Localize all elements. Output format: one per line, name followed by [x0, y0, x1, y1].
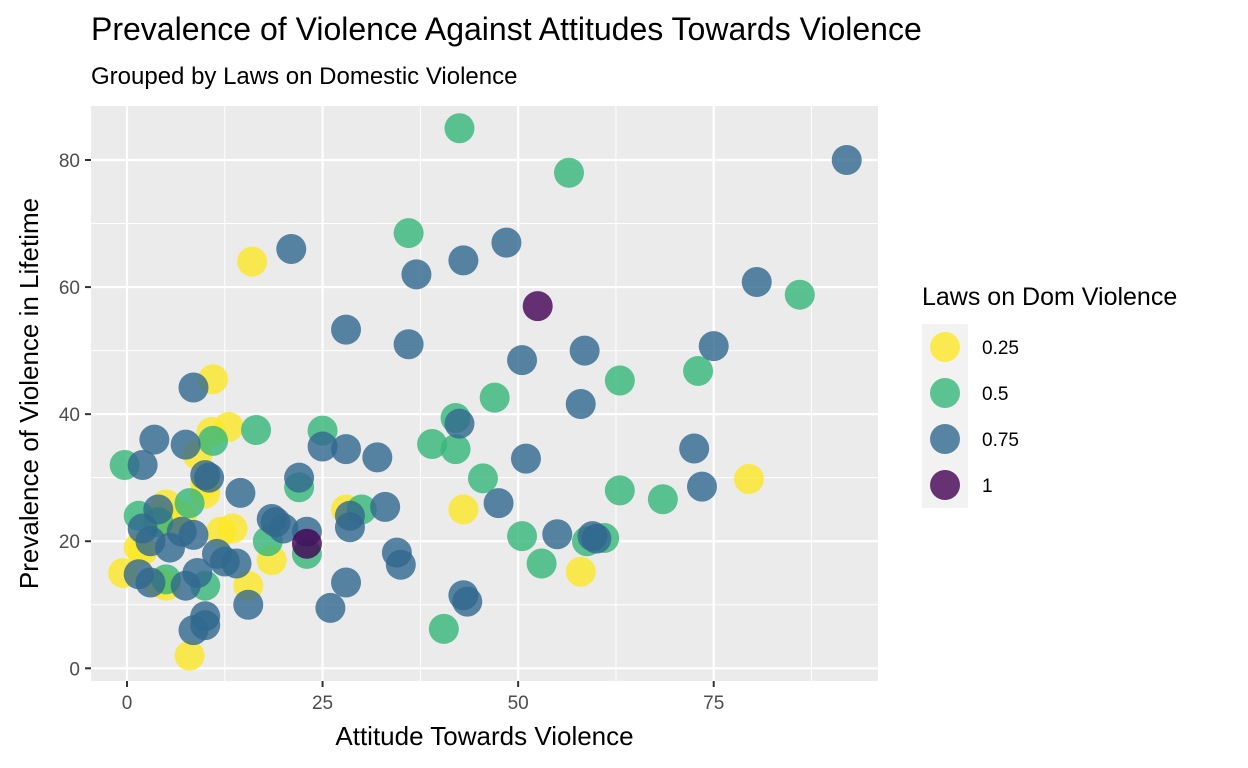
chart-subtitle: Grouped by Laws on Domestic Violence	[91, 63, 517, 90]
data-point	[170, 570, 201, 601]
y-tick-label: 60	[59, 278, 80, 299]
data-point	[291, 528, 322, 559]
data-point	[784, 279, 815, 310]
data-point	[491, 227, 522, 258]
data-point	[565, 556, 596, 587]
x-tick-label: 0	[122, 693, 133, 714]
data-point	[569, 335, 600, 366]
data-point	[315, 592, 346, 623]
data-point	[448, 245, 479, 276]
y-axis: 0 20 40 60 80	[59, 151, 91, 680]
data-point	[831, 145, 862, 176]
data-point	[553, 157, 584, 188]
data-point	[284, 462, 315, 493]
data-point	[679, 433, 710, 464]
data-point	[444, 113, 475, 144]
data-point	[507, 345, 538, 376]
data-point	[604, 365, 635, 396]
data-point	[237, 246, 268, 277]
x-axis-title: Attitude Towards Violence	[335, 721, 633, 751]
data-point	[334, 512, 365, 543]
data-point	[522, 291, 553, 322]
data-point	[331, 314, 362, 345]
x-tick-label: 25	[312, 693, 333, 714]
data-point	[139, 424, 170, 455]
data-point	[370, 491, 401, 522]
x-axis: 0 25 50 75	[122, 681, 724, 714]
data-point	[698, 331, 729, 362]
data-point	[417, 429, 448, 460]
data-point	[444, 408, 475, 439]
data-point	[221, 548, 252, 579]
legend: Laws on Dom Violence 0.25 0.5 0.75 1	[922, 283, 1177, 508]
data-point	[542, 519, 573, 550]
legend-title: Laws on Dom Violence	[922, 283, 1177, 311]
y-tick-label: 0	[69, 659, 80, 680]
data-point	[526, 548, 557, 579]
data-point	[479, 382, 510, 413]
legend-label: 0.75	[982, 430, 1019, 451]
data-points	[108, 113, 862, 671]
data-point	[385, 549, 416, 580]
data-point	[507, 521, 538, 552]
legend-label: 0.5	[982, 384, 1008, 405]
data-point	[233, 589, 264, 620]
data-point	[440, 434, 471, 465]
data-point	[467, 463, 498, 494]
x-tick-label: 75	[703, 693, 724, 714]
legend-key	[930, 332, 960, 362]
legend-label: 0.25	[982, 338, 1019, 359]
data-point	[174, 640, 205, 671]
data-point	[393, 218, 424, 249]
legend-key	[930, 424, 960, 454]
data-point	[225, 477, 256, 508]
data-point	[452, 586, 483, 617]
y-tick-label: 20	[59, 532, 80, 553]
y-tick-label: 40	[59, 405, 80, 426]
data-point	[307, 431, 338, 462]
data-point	[510, 443, 541, 474]
x-tick-label: 50	[508, 693, 529, 714]
data-point	[483, 488, 514, 519]
data-point	[178, 519, 209, 550]
data-point	[741, 266, 772, 297]
data-point	[198, 425, 229, 456]
data-point	[331, 434, 362, 465]
y-axis-title: Prevalence of Violence in Lifetime	[14, 198, 44, 589]
data-point	[174, 488, 205, 519]
data-point	[178, 372, 209, 403]
data-point	[205, 516, 236, 547]
legend-key	[930, 470, 960, 500]
data-point	[428, 613, 459, 644]
data-point	[565, 388, 596, 419]
legend-key	[930, 378, 960, 408]
data-point	[362, 442, 393, 473]
data-point	[393, 329, 424, 360]
y-tick-label: 80	[59, 151, 80, 172]
data-point	[135, 567, 166, 598]
data-point	[683, 355, 714, 386]
data-point	[647, 484, 678, 515]
chart-title: Prevalence of Violence Against Attitudes…	[91, 11, 922, 47]
data-point	[127, 449, 158, 480]
data-point	[241, 415, 272, 446]
data-point	[604, 475, 635, 506]
data-point	[733, 463, 764, 494]
data-point	[401, 259, 432, 290]
data-point	[194, 462, 225, 493]
grid-major	[91, 106, 878, 681]
legend-label: 1	[982, 476, 993, 497]
data-point	[581, 523, 612, 554]
data-point	[686, 471, 717, 502]
data-point	[268, 513, 299, 544]
data-point	[178, 615, 209, 646]
data-point	[448, 494, 479, 525]
data-point	[276, 233, 307, 264]
data-point	[170, 429, 201, 460]
data-point	[331, 567, 362, 598]
